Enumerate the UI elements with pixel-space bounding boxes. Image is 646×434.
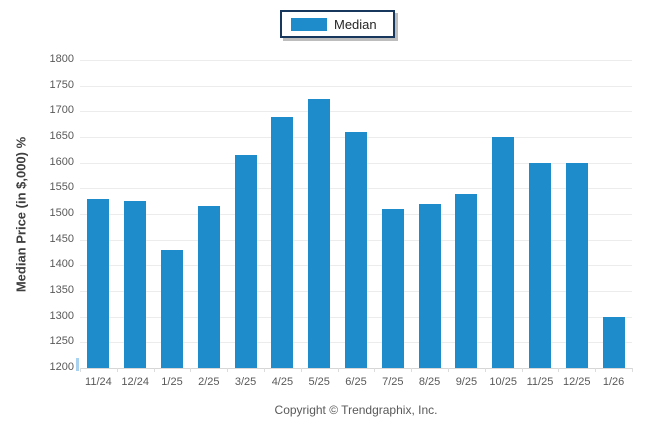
bar [455, 193, 478, 368]
legend: Median [280, 10, 395, 38]
x-axis-tick [595, 368, 597, 372]
x-axis-tick [484, 368, 486, 372]
y-tick-label: 1200 [49, 361, 74, 373]
x-tick-label: 11/25 [526, 376, 554, 388]
bar [565, 162, 588, 368]
bar [492, 137, 515, 368]
legend-swatch-icon [291, 17, 327, 31]
y-axis-end-tick [76, 358, 79, 371]
bar [234, 155, 257, 368]
x-axis-tick [632, 368, 633, 372]
copyright-text: Copyright © Trendgraphix, Inc. [274, 403, 438, 417]
x-axis-tick [190, 368, 192, 372]
x-axis-tick [116, 368, 118, 372]
x-axis-tick [300, 368, 302, 372]
y-tick-label: 1650 [49, 130, 74, 142]
x-tick-label: 1/26 [602, 376, 625, 388]
y-tick-label: 1800 [49, 53, 74, 65]
x-tick-label: 12/24 [121, 376, 149, 388]
x-axis-tick [521, 368, 523, 372]
x-tick-label: 12/25 [563, 376, 591, 388]
bar [161, 249, 183, 368]
x-tick-label: 7/25 [382, 376, 404, 388]
bar [529, 162, 551, 368]
x-axis-tick [448, 368, 449, 372]
x-axis-tick [264, 368, 265, 372]
y-tick-label: 1300 [49, 309, 74, 322]
y-tick-label: 1700 [49, 104, 74, 117]
y-tick-label: 1750 [49, 78, 74, 91]
gridline [80, 111, 632, 113]
bar [87, 198, 110, 368]
x-axis-tick [153, 368, 155, 372]
x-axis-tick [411, 368, 413, 372]
x-tick-label: 9/25 [455, 376, 478, 388]
x-tick-label: 11/24 [85, 376, 112, 388]
x-axis-tick [374, 368, 376, 372]
x-tick-label: 2/25 [198, 376, 220, 388]
y-tick-label: 1250 [49, 335, 74, 348]
gridline [80, 85, 632, 87]
x-axis-tick [337, 368, 339, 372]
bar [197, 206, 220, 368]
x-tick-label: 3/25 [234, 376, 257, 388]
x-tick-label: 10/25 [489, 376, 517, 388]
bar [381, 208, 404, 368]
x-tick-label: 6/25 [345, 376, 367, 388]
y-tick-label: 1600 [49, 155, 74, 168]
bar [271, 116, 294, 368]
x-axis-tick [227, 368, 229, 372]
y-tick-label: 1500 [49, 207, 74, 219]
legend-label: Median [334, 16, 377, 32]
y-tick-label: 1350 [49, 284, 74, 296]
bar [602, 316, 625, 368]
plot-area [80, 60, 632, 369]
gridline [80, 60, 632, 61]
bar [345, 131, 367, 368]
x-axis-tick [558, 368, 560, 372]
y-tick-label: 1550 [49, 181, 74, 194]
x-tick-label: 8/25 [418, 376, 441, 388]
x-tick-label: 5/25 [308, 376, 330, 388]
bar [124, 201, 147, 368]
x-tick-label: 1/25 [161, 376, 183, 388]
y-tick-label: 1450 [49, 232, 74, 245]
y-tick-label: 1400 [49, 258, 74, 271]
bar [418, 203, 441, 368]
x-axis-line [80, 368, 632, 369]
bar [308, 98, 331, 368]
x-axis-tick [80, 368, 81, 372]
x-tick-label: 4/25 [271, 376, 294, 388]
